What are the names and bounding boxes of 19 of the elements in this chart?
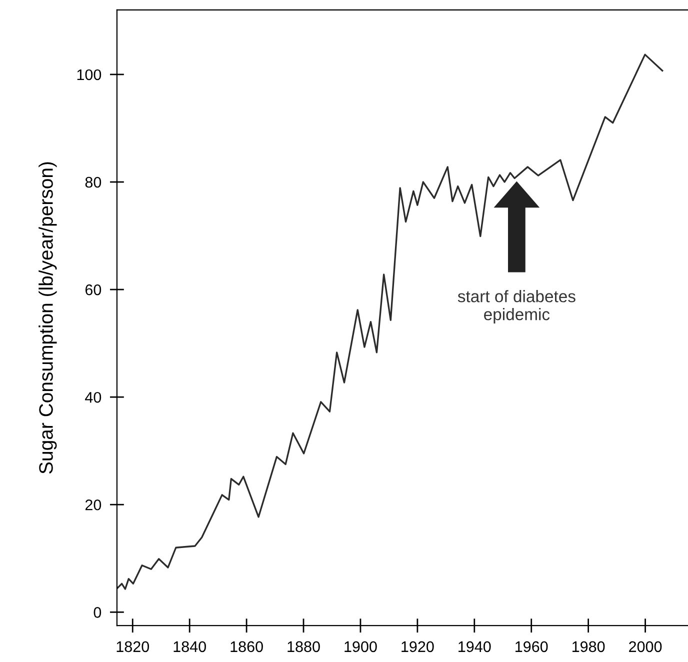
- annotation: start of diabetes epidemic: [458, 290, 576, 324]
- x-tick-label: 1840: [174, 641, 206, 652]
- y-axis-title: Sugar Consumption (lb/year/person): [38, 162, 57, 474]
- line-series: [116, 54, 664, 590]
- y-tick-label: 40: [85, 392, 102, 403]
- y-tick-label: 0: [94, 607, 102, 618]
- x-tick-label: 1920: [402, 641, 434, 652]
- x-tick-label: 1980: [572, 641, 605, 652]
- y-tick-label: 60: [85, 284, 102, 296]
- x-tick-label: 1880: [288, 641, 320, 652]
- x-tick-label: 1960: [516, 641, 548, 652]
- x-tick-label: 1860: [230, 641, 263, 652]
- x-tick-label: 1900: [344, 641, 377, 652]
- x-tick-label: 1940: [458, 641, 491, 652]
- y-tick-label: 80: [85, 176, 102, 188]
- x-tick-label: 1820: [116, 641, 150, 652]
- y-tick-label: 20: [85, 499, 102, 510]
- y-tick-label: 100: [77, 69, 102, 80]
- x-tick-label: 2000: [629, 641, 662, 652]
